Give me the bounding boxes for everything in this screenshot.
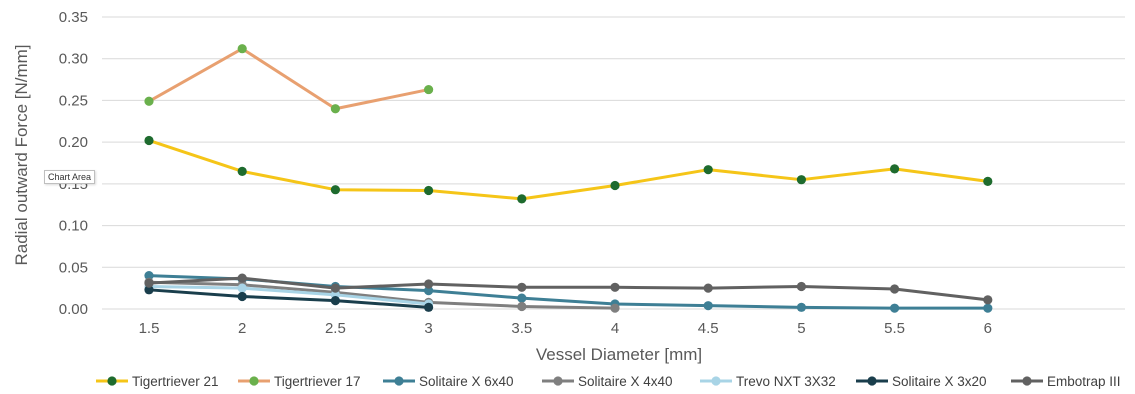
- x-tick-label: 4: [611, 320, 619, 337]
- data-point: [424, 84, 434, 95]
- data-point: [610, 282, 620, 292]
- y-tick-label: 0.20: [59, 134, 88, 151]
- data-point: [796, 281, 807, 292]
- data-point: [703, 165, 713, 175]
- data-point: [890, 164, 900, 174]
- y-axis-title: Radial outward Force [N/mm]: [12, 44, 31, 265]
- data-point: [330, 283, 340, 293]
- data-point: [610, 303, 620, 313]
- legend-label: Tigertriever 17: [274, 374, 361, 389]
- legend-label: Tigertriever 21: [132, 374, 219, 389]
- data-point: [330, 104, 340, 114]
- data-point: [983, 303, 993, 313]
- series-line: [148, 280, 616, 310]
- x-tick-label: 5.5: [884, 320, 905, 337]
- legend-label: Solitaire X 4x40: [578, 374, 673, 389]
- series-line: [148, 276, 988, 302]
- legend-item: Solitaire X 4x40: [542, 374, 673, 389]
- legend-marker: [249, 376, 259, 386]
- y-axis-tick-labels: 0.000.050.100.150.200.250.300.35: [59, 9, 88, 318]
- x-tick-label: 2.5: [325, 320, 346, 337]
- series-0: [144, 135, 993, 204]
- legend-marker: [553, 376, 563, 386]
- x-tick-label: 1.5: [139, 320, 160, 337]
- data-point: [517, 293, 527, 303]
- data-point: [517, 301, 527, 312]
- legend-label: Solitaire X 3x20: [892, 374, 987, 389]
- legend-marker: [107, 376, 117, 386]
- data-point: [703, 301, 713, 311]
- legend-item: Solitaire X 6x40: [383, 374, 514, 389]
- data-point: [424, 279, 434, 289]
- legend-marker: [1022, 376, 1032, 386]
- series-6: [144, 273, 993, 305]
- data-point: [517, 282, 527, 292]
- legend-label: Embotrap III: [1047, 374, 1121, 389]
- y-tick-label: 0.35: [59, 9, 88, 26]
- data-point: [703, 283, 713, 293]
- data-point: [983, 176, 993, 186]
- series-5: [144, 285, 434, 312]
- legend-marker: [394, 376, 404, 386]
- y-tick-label: 0.00: [59, 301, 88, 318]
- series-line: [148, 288, 429, 309]
- legend-item: Embotrap III: [1011, 374, 1121, 389]
- data-point: [330, 296, 340, 306]
- x-tick-label: 3: [424, 320, 432, 337]
- legend: Tigertriever 21 Tigertriever 17 Solitaire …: [96, 374, 1121, 389]
- data-point: [983, 295, 993, 305]
- data-point: [610, 180, 620, 191]
- x-tick-label: 3.5: [511, 320, 532, 337]
- data-point: [237, 273, 247, 283]
- data-point: [796, 175, 807, 185]
- data-point: [517, 194, 527, 204]
- data-point: [237, 283, 247, 293]
- series-line: [148, 139, 988, 201]
- series-line: [148, 284, 429, 306]
- data-point: [144, 271, 154, 281]
- y-tick-label: 0.25: [59, 92, 88, 109]
- legend-item: Tigertriever 17: [238, 374, 361, 389]
- y-tick-label: 0.10: [59, 218, 88, 235]
- data-point: [890, 303, 900, 313]
- data-point: [424, 185, 434, 196]
- data-point: [796, 302, 807, 312]
- x-axis-title: Vessel Diameter [mm]: [536, 345, 702, 364]
- data-point: [144, 96, 154, 106]
- data-point: [237, 166, 247, 176]
- y-tick-label: 0.30: [59, 51, 88, 68]
- legend-item: Tigertriever 21: [96, 374, 219, 389]
- data-point: [424, 302, 434, 312]
- data-point: [424, 286, 434, 296]
- data-point: [144, 285, 154, 295]
- chart-area-tooltip: Chart Area: [44, 170, 96, 184]
- data-point: [144, 278, 154, 288]
- legend-item: Trevo NXT 3X32: [700, 374, 836, 389]
- data-point: [144, 135, 154, 146]
- gridlines: [102, 16, 1125, 310]
- y-tick-label: 0.05: [59, 259, 88, 276]
- data-point: [237, 44, 247, 54]
- series-lines: [144, 44, 993, 313]
- x-tick-label: 6: [984, 320, 992, 337]
- data-point: [330, 185, 340, 195]
- x-axis-tick-labels: 1.5 2 2.5 3 3.5 4 4.5 5 5.5 6: [139, 320, 992, 337]
- x-tick-label: 4.5: [698, 320, 719, 337]
- legend-label: Solitaire X 6x40: [419, 374, 514, 389]
- legend-marker: [867, 376, 877, 386]
- x-tick-label: 5: [797, 320, 805, 337]
- legend-label: Trevo NXT 3X32: [736, 374, 836, 389]
- series-line: [148, 47, 429, 111]
- x-tick-label: 2: [238, 320, 246, 337]
- data-point: [890, 284, 900, 294]
- legend-item: Solitaire X 3x20: [856, 374, 987, 389]
- data-point: [237, 291, 247, 302]
- series-1: [144, 44, 434, 114]
- legend-marker: [711, 376, 721, 386]
